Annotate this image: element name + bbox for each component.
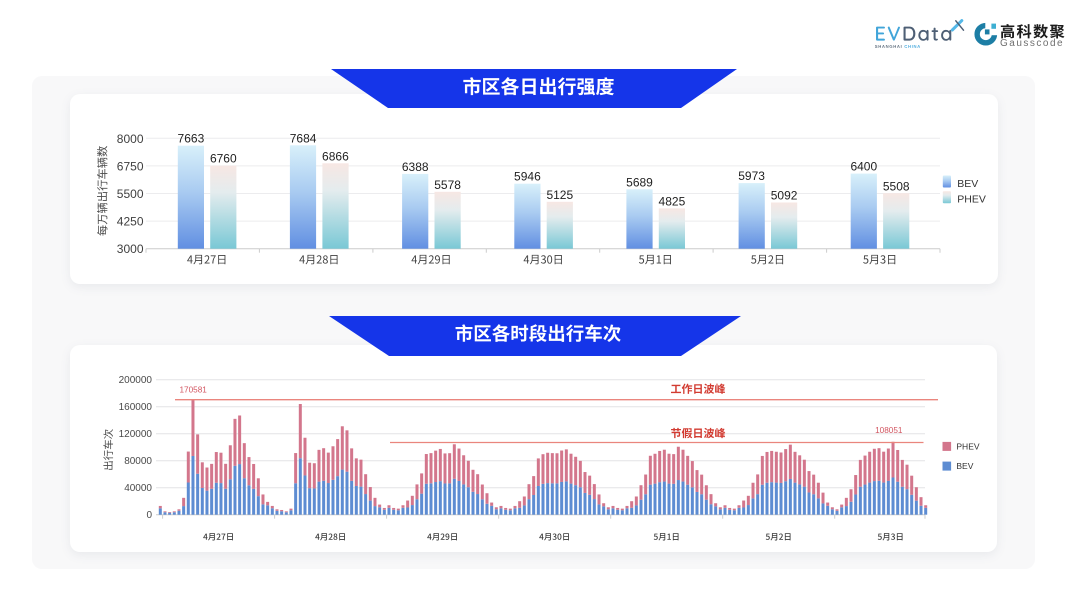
svg-text:BEV: BEV — [956, 461, 973, 471]
svg-text:40000: 40000 — [124, 483, 152, 494]
svg-text:5508: 5508 — [883, 179, 910, 193]
svg-text:PHEV: PHEV — [956, 441, 979, 451]
svg-text:6400: 6400 — [850, 160, 877, 174]
svg-text:6750: 6750 — [117, 159, 144, 173]
svg-text:5689: 5689 — [626, 175, 653, 189]
svg-text:108051: 108051 — [875, 426, 903, 435]
svg-text:5578: 5578 — [434, 178, 461, 192]
svg-text:4250: 4250 — [117, 215, 144, 229]
svg-text:BEV: BEV — [957, 178, 978, 190]
svg-text:160000: 160000 — [119, 402, 153, 413]
svg-text:Gausscode: Gausscode — [1000, 38, 1064, 49]
svg-text:5500: 5500 — [117, 187, 144, 201]
svg-text:5946: 5946 — [514, 170, 541, 184]
svg-text:3000: 3000 — [117, 242, 144, 256]
svg-text:5092: 5092 — [771, 189, 798, 203]
svg-text:5973: 5973 — [738, 169, 765, 183]
svg-text:6388: 6388 — [402, 160, 429, 174]
svg-text:PHEV: PHEV — [957, 194, 986, 206]
svg-text:5125: 5125 — [546, 188, 573, 202]
svg-text:80000: 80000 — [124, 456, 152, 467]
svg-text:4825: 4825 — [659, 194, 686, 208]
svg-text:8000: 8000 — [117, 132, 144, 146]
svg-text:7684: 7684 — [290, 131, 317, 145]
svg-text:0: 0 — [146, 510, 152, 521]
svg-text:200000: 200000 — [119, 375, 153, 386]
svg-text:7663: 7663 — [178, 132, 205, 146]
svg-text:170581: 170581 — [180, 385, 208, 394]
svg-text:6866: 6866 — [322, 149, 349, 163]
svg-text:120000: 120000 — [119, 429, 153, 440]
svg-text:6760: 6760 — [210, 152, 237, 166]
